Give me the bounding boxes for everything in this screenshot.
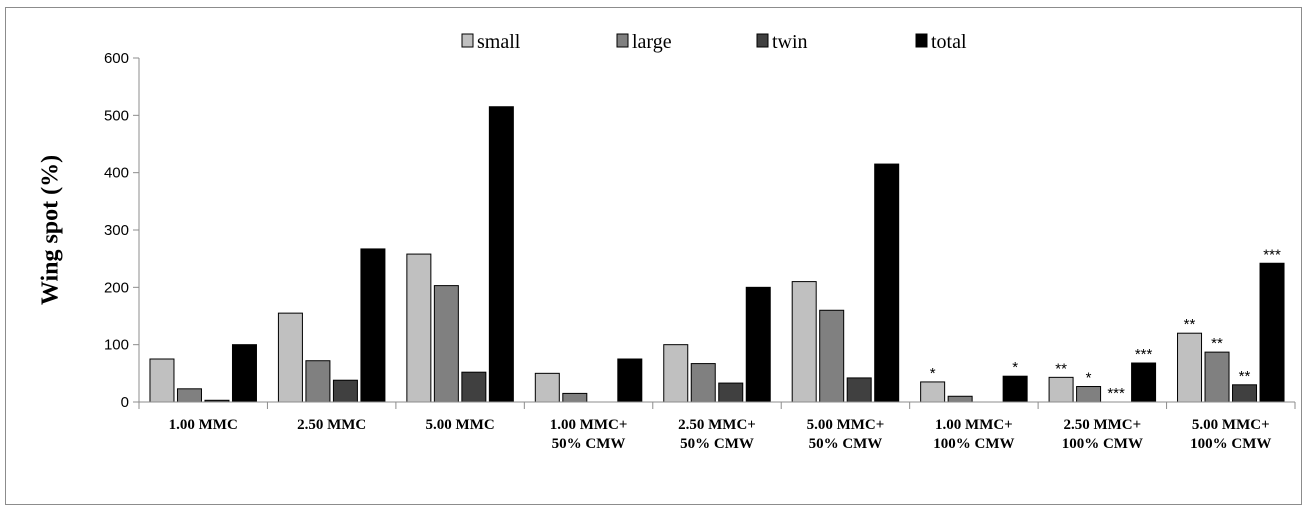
x-tick-label: 2.50 MMC xyxy=(297,417,366,433)
y-tick-label: 400 xyxy=(104,165,129,182)
bar-small xyxy=(534,372,560,403)
bar-large xyxy=(947,395,973,403)
legend-swatch-twin xyxy=(756,33,769,48)
bar-twin xyxy=(846,377,872,403)
legend: small large twin total xyxy=(461,31,967,53)
x-tick-label: 50% CMW xyxy=(552,436,626,452)
y-axis-label: Wing spot (%) xyxy=(38,155,64,305)
bar-total xyxy=(488,106,514,403)
bar-small xyxy=(663,344,689,403)
x-tick-label: 2.50 MMC+ xyxy=(1063,417,1141,433)
x-tick-label: 5.00 MMC+ xyxy=(807,417,885,433)
significance-marker: *** xyxy=(1263,246,1281,263)
bar-total xyxy=(1002,375,1028,403)
bar-small xyxy=(1177,332,1203,403)
chart-border xyxy=(5,7,1302,505)
x-tick-label: 1.00 MMC+ xyxy=(935,417,1013,433)
legend-label-large: large xyxy=(632,31,672,53)
legend-label-small: small xyxy=(477,31,521,53)
significance-marker: ** xyxy=(1055,360,1067,377)
bar-large xyxy=(1076,386,1102,403)
y-tick-label: 300 xyxy=(104,222,129,239)
x-tick-label: 1.00 MMC+ xyxy=(550,417,628,433)
bar-small xyxy=(149,358,175,403)
significance-annotations: * * ****************** xyxy=(930,246,1281,402)
legend-label-twin: twin xyxy=(772,31,808,53)
x-tick-label: 1.00 MMC xyxy=(169,417,238,433)
legend-swatch-large xyxy=(616,33,629,48)
x-tick-label: 50% CMW xyxy=(680,436,754,452)
y-tick-label: 600 xyxy=(104,50,129,67)
significance-marker: ** xyxy=(1211,335,1223,352)
axes xyxy=(138,58,1295,403)
bar-twin xyxy=(718,382,744,403)
bar-twin xyxy=(332,379,358,403)
bar-total xyxy=(1131,362,1157,403)
bar-twin xyxy=(461,371,487,403)
y-tick-label: 0 xyxy=(121,394,129,411)
bar-large xyxy=(562,392,588,403)
significance-marker: ** xyxy=(1239,368,1251,385)
significance-marker: * xyxy=(1012,359,1018,376)
significance-marker: *** xyxy=(1135,346,1153,363)
significance-marker: *** xyxy=(1107,385,1125,402)
x-tick-label: 5.00 MMC+ xyxy=(1192,417,1270,433)
y-axis-ticks: 0 100 200 300 400 500 600 xyxy=(104,50,139,411)
bar-small xyxy=(406,253,432,403)
significance-marker: * xyxy=(1086,370,1092,387)
bar-total xyxy=(874,163,900,403)
x-tick-label: 100% CMW xyxy=(1190,436,1271,452)
bar-large xyxy=(433,285,459,403)
bar-large xyxy=(176,388,202,403)
bar-total xyxy=(360,248,386,403)
bar-large xyxy=(1204,351,1230,403)
bar-total xyxy=(745,286,771,403)
significance-marker: * xyxy=(930,365,936,382)
significance-marker: ** xyxy=(1184,316,1196,333)
x-tick-label: 5.00 MMC xyxy=(426,417,495,433)
y-tick-label: 200 xyxy=(104,279,129,296)
y-tick-label: 100 xyxy=(104,337,129,354)
x-tick-label: 50% CMW xyxy=(809,436,883,452)
legend-swatch-total xyxy=(915,33,928,48)
x-tick-label: 2.50 MMC+ xyxy=(678,417,756,433)
bar-large xyxy=(819,309,845,403)
bar-twin xyxy=(1232,384,1258,403)
y-tick-label: 500 xyxy=(104,107,129,124)
legend-label-total: total xyxy=(931,31,967,53)
bar-large xyxy=(305,360,331,403)
bar-small xyxy=(1048,376,1074,403)
x-axis-ticks: 1.00 MMC 2.50 MMC 5.00 MMC 1.00 MMC+ 50% CMW… xyxy=(138,402,1296,452)
bar-large xyxy=(690,363,716,403)
x-tick-label: 100% CMW xyxy=(933,436,1014,452)
bar-total xyxy=(1259,262,1285,403)
legend-swatch-small xyxy=(461,33,474,48)
bar-small xyxy=(791,281,817,403)
bar-total xyxy=(231,344,257,403)
bar-total xyxy=(617,358,643,403)
bar-small xyxy=(920,381,946,403)
bar-small xyxy=(277,312,303,403)
x-tick-label: 100% CMW xyxy=(1062,436,1143,452)
